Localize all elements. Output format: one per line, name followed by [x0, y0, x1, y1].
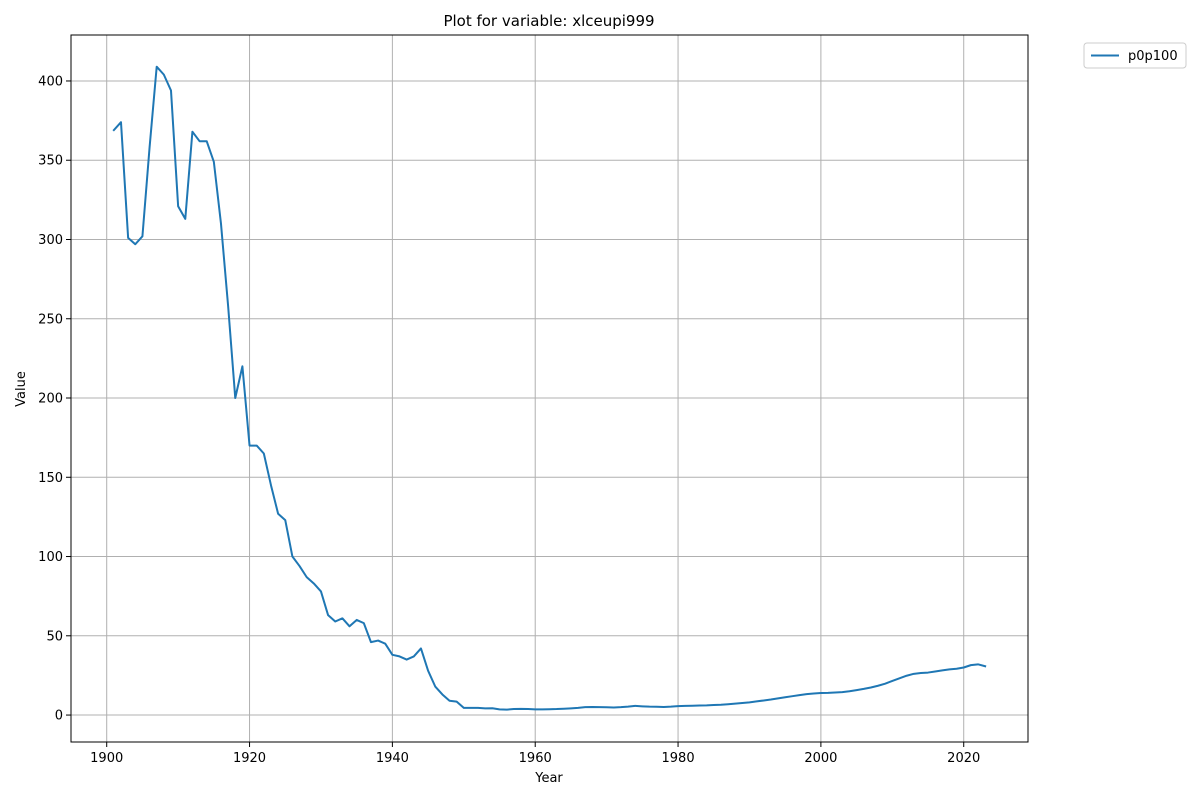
series-line-p0p100: [112, 65, 987, 711]
legend: p0p100: [1083, 42, 1187, 69]
x-tick-label: 2020: [947, 751, 980, 766]
x-tick-label: 2000: [804, 751, 837, 766]
y-tick-label: 50: [46, 629, 63, 644]
x-tick-label: 1900: [90, 751, 123, 766]
x-tick-label: 1940: [376, 751, 409, 766]
y-tick-label: 350: [38, 154, 63, 169]
x-axis: 1900 1920 1940 1960 1980 2000 2020: [90, 742, 980, 766]
y-tick-label: 200: [38, 392, 63, 407]
x-tick-label: 1920: [233, 751, 266, 766]
series-layer: [112, 65, 987, 711]
chart-title: Plot for variable: xlceupi999: [443, 12, 654, 30]
x-tick-label: 1960: [519, 751, 552, 766]
plot-frame: [70, 34, 1029, 743]
y-tick-label: 400: [38, 74, 63, 89]
y-tick-label: 250: [38, 312, 63, 327]
y-axis: 0 50 100 150 200 250 300 350 400: [38, 74, 71, 724]
legend-label: p0p100: [1128, 49, 1178, 64]
y-tick-label: 300: [38, 233, 63, 248]
grid: [71, 35, 1028, 742]
y-tick-label: 100: [38, 550, 63, 565]
y-tick-label: 150: [38, 471, 63, 486]
y-axis-label: Value: [14, 371, 29, 407]
legend-box: [1083, 42, 1187, 69]
y-tick-label: 0: [55, 709, 63, 724]
x-axis-label: Year: [534, 771, 563, 786]
x-tick-label: 1980: [662, 751, 695, 766]
